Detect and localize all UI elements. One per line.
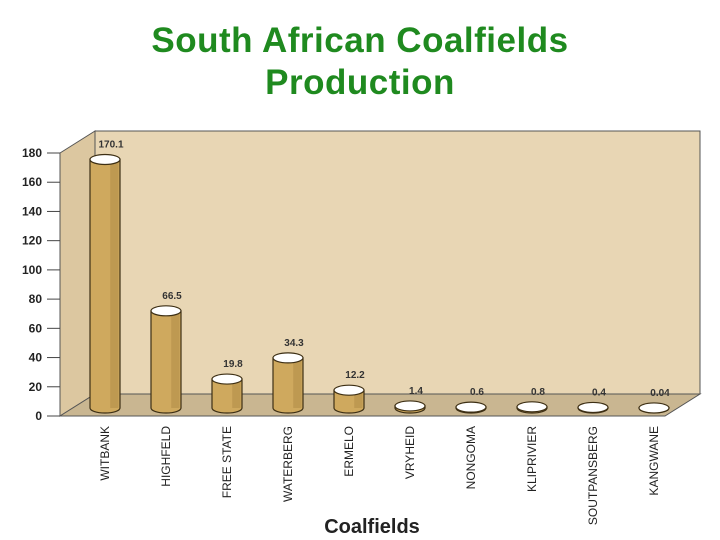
bar: [638, 402, 670, 414]
bar-top: [394, 400, 426, 412]
bar: [394, 400, 426, 414]
y-tick-label: 40: [29, 351, 43, 365]
bar-body: [89, 158, 121, 414]
category-label: HIGHFELD: [159, 426, 173, 487]
y-tick-label: 160: [22, 175, 42, 189]
y-axis-ticks: 0 20 40 60 80 100 120 140 160 180: [22, 146, 60, 423]
category-label: WATERBERG: [281, 426, 295, 502]
data-label: 0.04: [650, 388, 670, 399]
data-label: 170.1: [98, 139, 123, 150]
y-tick-label: 120: [22, 234, 42, 248]
y-tick-label: 20: [29, 380, 43, 394]
bar-body: [333, 389, 365, 414]
bar-shade: [232, 379, 241, 408]
bar: [455, 401, 487, 414]
data-label: 0.8: [531, 387, 545, 398]
bar: [333, 384, 365, 414]
bar-chart: 0 20 40 60 80 100 120 140 160 180 170.1 66.5 19.8 34…: [22, 130, 702, 538]
bar-top: [89, 153, 121, 166]
bar-shade: [171, 310, 180, 408]
back-wall: [94, 130, 701, 395]
bar-top: [150, 305, 182, 317]
chart-title: South African Coalfields Production: [0, 20, 720, 104]
bar-top: [211, 373, 243, 385]
bar: [89, 153, 121, 414]
title-line-2: Production: [265, 63, 455, 102]
x-axis-categories: WITBANK HIGHFELD FREE STATE WATERBERG ERMELO…: [98, 426, 661, 525]
title-line-1: South African Coalfields: [151, 21, 569, 60]
bar-shade: [354, 390, 363, 408]
y-tick-label: 180: [22, 146, 42, 160]
data-label: 19.8: [223, 359, 243, 370]
bar: [211, 373, 243, 414]
bar-top: [333, 384, 365, 396]
category-label: WITBANK: [98, 426, 112, 481]
data-label: 0.4: [592, 387, 606, 398]
category-label: KLIPRIVIER: [525, 426, 539, 492]
category-label: FREE STATE: [220, 426, 234, 498]
bar: [150, 305, 182, 414]
bar-body: [211, 378, 243, 414]
bar: [516, 401, 548, 414]
bar-top: [577, 401, 609, 414]
bar: [577, 401, 609, 414]
bar-top: [455, 401, 487, 413]
bars: [89, 153, 670, 414]
bar-top: [516, 401, 548, 413]
category-label: ERMELO: [342, 426, 356, 477]
bar-top: [638, 402, 670, 414]
y-tick-label: 60: [29, 321, 43, 335]
bar-body: [272, 357, 304, 414]
category-label: KANGWANE: [647, 426, 661, 496]
data-label: 34.3: [284, 338, 304, 349]
category-label: VRYHEID: [403, 426, 417, 479]
y-tick-label: 80: [29, 292, 43, 306]
data-label: 12.2: [345, 370, 365, 381]
category-label: SOUTPANSBERG: [586, 426, 600, 525]
bar-top: [272, 352, 304, 364]
x-axis-title: Coalfields: [324, 516, 420, 538]
y-tick-label: 0: [35, 409, 42, 423]
bar: [272, 352, 304, 414]
y-tick-label: 140: [22, 204, 42, 218]
bar-shade: [110, 159, 119, 408]
bar-shade: [293, 357, 302, 408]
data-label: 1.4: [409, 386, 423, 397]
y-tick-label: 100: [22, 263, 42, 277]
category-label: NONGOMA: [464, 426, 478, 489]
data-label: 66.5: [162, 291, 182, 302]
bar-body: [150, 310, 182, 414]
data-labels: 170.1 66.5 19.8 34.3 12.2 1.4 0.6 0.8 0.4 0.04: [98, 139, 670, 398]
data-label: 0.6: [470, 387, 484, 398]
